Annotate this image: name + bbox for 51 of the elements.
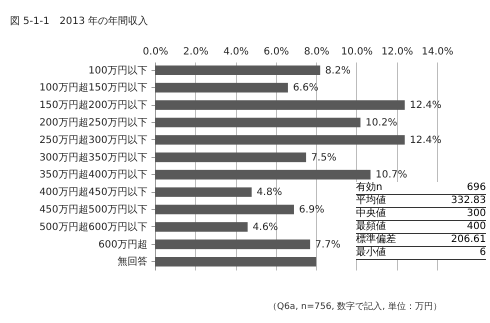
text: 平均値 332.83 [356, 195, 486, 206]
bar [155, 222, 248, 232]
bar [155, 100, 405, 110]
bar [155, 240, 310, 250]
y-tick-label: 350万円超400万円以下 [39, 168, 148, 181]
data-label: 6.6% [292, 82, 318, 94]
bar [155, 65, 320, 76]
text: 標準偏差 206.61 [356, 234, 486, 245]
y-tick-label: 500万円超600万円以下 [39, 220, 148, 233]
x-tick-label: 6.0% [264, 46, 290, 58]
bar [155, 170, 371, 180]
bar [155, 256, 316, 267]
bar [155, 118, 360, 128]
x-tick-label: 10.0% [341, 46, 373, 58]
bar [155, 152, 306, 162]
x-tick-label: 14.0% [422, 46, 454, 58]
bar [155, 82, 288, 92]
y-tick-label: 無回答 [118, 256, 148, 268]
bar [155, 204, 294, 214]
y-tick-label: 250万円超300万円以下 [39, 134, 148, 146]
x-tick-label: 0.0% [142, 46, 168, 58]
data-label: 12.4% [410, 100, 442, 112]
y-tick-label: 200万円超250万円以下 [39, 116, 148, 128]
data-label: 6.9% [298, 204, 324, 216]
data-label: 7.7% [315, 239, 341, 250]
bar [155, 187, 252, 197]
data-label: 4.6% [252, 222, 278, 233]
text: 最小値 6 [356, 247, 486, 258]
bar [155, 135, 405, 145]
x-tick-label: 2.0% [183, 46, 208, 58]
data-label: 10.2% [365, 117, 398, 128]
y-tick-label: 400万円超450万円以下 [39, 186, 148, 198]
data-label: 8.2% [325, 65, 351, 76]
data-label: 12.4% [410, 134, 442, 146]
data-label: 10.7% [376, 170, 408, 181]
y-tick-label: 600万円超 [98, 238, 148, 250]
x-tick-label: 8.0% [304, 46, 330, 58]
data-label: 4.8% [256, 187, 282, 198]
y-tick-label: 100万円以下 [88, 64, 148, 76]
y-tick-label: 100万円超150万円以下 [39, 82, 148, 94]
data-label: 7.5% [311, 152, 336, 164]
text: 有効n 696 [356, 182, 486, 193]
y-tick-label: 150万円超200万円以下 [39, 99, 148, 112]
x-tick-label: 4.0% [223, 46, 249, 58]
chart-title: 図 5-1-1 2013 年の年間収入 [9, 14, 150, 29]
y-tick-label: 300万円超350万円以下 [39, 151, 148, 164]
text: 中央値 300 [356, 208, 486, 219]
text: 最頻値 400 [356, 221, 486, 232]
text: （Q6a, n=756, 数字で記入, 単位：万円） [268, 300, 442, 313]
y-tick-label: 450万円超500万円以下 [39, 204, 148, 216]
x-tick-label: 12.0% [381, 46, 414, 58]
